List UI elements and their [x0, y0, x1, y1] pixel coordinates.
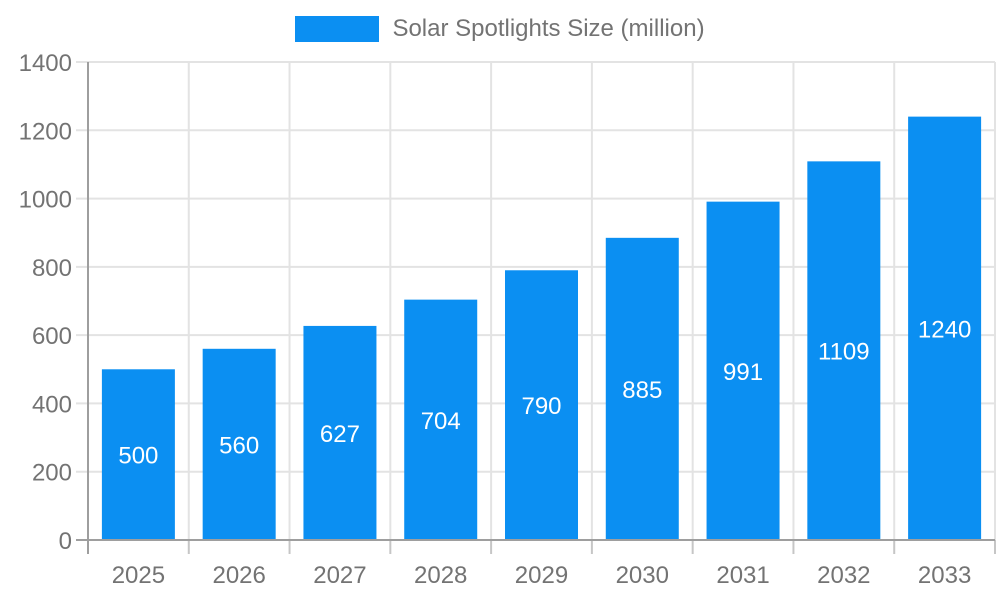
y-axis-tick-label: 200 — [32, 460, 72, 487]
y-axis-tick-label: 1000 — [19, 187, 72, 214]
legend: Solar Spotlights Size (million) — [0, 16, 1000, 42]
bar-value-label: 704 — [421, 408, 461, 435]
y-axis-tick-label: 400 — [32, 391, 72, 418]
y-axis-tick-label: 1400 — [19, 50, 72, 77]
bar-value-label: 1240 — [918, 316, 971, 343]
x-axis-tick-label: 2030 — [616, 562, 669, 589]
bar — [605, 237, 679, 541]
bar-value-label: 991 — [723, 359, 763, 386]
bar-value-label: 1109 — [818, 339, 870, 366]
x-axis-tick-label: 2025 — [112, 562, 165, 589]
x-axis-tick-label: 2029 — [515, 562, 568, 589]
bar-value-label: 790 — [521, 393, 561, 420]
bar-value-label: 560 — [219, 432, 259, 459]
y-axis-tick-label: 1200 — [19, 118, 72, 145]
y-axis-tick-label: 600 — [32, 323, 72, 350]
bar — [706, 201, 780, 540]
bar — [202, 348, 276, 540]
bar-value-label: 500 — [118, 443, 158, 470]
x-axis-tick-label: 2026 — [212, 562, 265, 589]
x-axis-tick-label: 2033 — [918, 562, 971, 589]
x-axis-tick-label: 2031 — [716, 562, 769, 589]
bar — [101, 369, 175, 540]
bar — [505, 270, 578, 540]
bar — [908, 116, 982, 540]
bar — [404, 299, 478, 540]
y-axis-tick-label: 0 — [59, 528, 72, 555]
x-axis-tick-label: 2028 — [414, 562, 467, 589]
y-axis-tick-label: 800 — [32, 255, 72, 282]
x-axis-tick-label: 2027 — [313, 562, 366, 589]
bar — [303, 325, 377, 540]
x-axis-tick-label: 2032 — [817, 562, 870, 589]
bar — [807, 161, 881, 540]
legend-label: Solar Spotlights Size (million) — [392, 15, 705, 42]
bar-value-label: 627 — [320, 421, 360, 448]
bar-value-label: 885 — [622, 377, 662, 404]
legend-swatch — [295, 16, 380, 42]
